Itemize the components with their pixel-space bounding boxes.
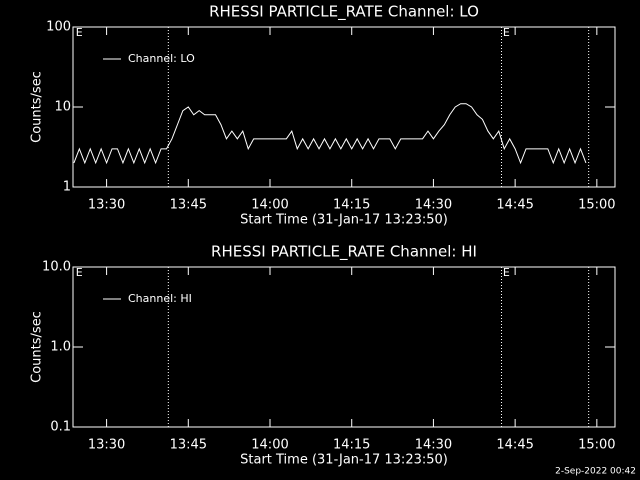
annotation: E: [503, 26, 510, 39]
x-tick-label: 15:00: [578, 198, 615, 213]
x-tick-label: 14:30: [415, 438, 452, 453]
x-tick-label: 13:30: [88, 438, 125, 453]
x-tick-label: 14:00: [251, 198, 288, 213]
x-tick-label: 14:15: [333, 198, 370, 213]
x-tick-label: 13:45: [170, 198, 207, 213]
y-tick-label: 10: [54, 100, 71, 115]
plot-frame: [72, 266, 616, 428]
x-tick-label: 14:45: [496, 438, 533, 453]
annotation: E: [503, 266, 510, 279]
x-axis-label: Start Time (31-Jan-17 13:23:50): [240, 213, 448, 228]
x-tick-label: 13:30: [88, 198, 125, 213]
x-tick-label: 13:45: [170, 438, 207, 453]
annotation: E: [76, 26, 83, 39]
chart-title: RHESSI PARTICLE_RATE Channel: LO: [209, 3, 479, 22]
y-axis-label: Counts/sec: [30, 71, 45, 143]
y-tick-label: 100: [46, 20, 71, 35]
annotation: E: [76, 266, 83, 279]
legend-label: Channel: LO: [128, 52, 195, 65]
x-tick-label: 15:00: [578, 438, 615, 453]
legend-label: Channel: HI: [128, 292, 192, 305]
chart-title: RHESSI PARTICLE_RATE Channel: HI: [211, 243, 477, 262]
footer: 2-Sep-2022 00:42: [555, 467, 636, 477]
x-tick-label: 14:00: [251, 438, 288, 453]
y-tick-label: 0.1: [50, 420, 71, 435]
y-tick-label: 1.0: [50, 340, 71, 355]
y-tick-label: 1: [63, 180, 71, 195]
y-axis-label: Counts/sec: [30, 311, 45, 383]
x-axis-label: Start Time (31-Jan-17 13:23:50): [240, 453, 448, 468]
data-line: [73, 103, 587, 165]
y-tick-label: 10.0: [42, 260, 71, 275]
x-tick-label: 14:45: [496, 198, 533, 213]
plot-frame: [72, 26, 616, 188]
x-tick-label: 14:30: [415, 198, 452, 213]
x-tick-label: 14:15: [333, 438, 370, 453]
